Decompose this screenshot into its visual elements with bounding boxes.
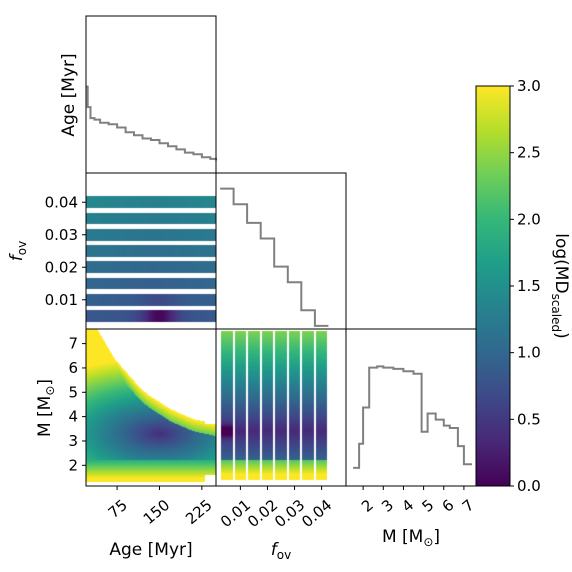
- mass-ytick-label: 6: [68, 359, 78, 377]
- age-marginal-line: [86, 85, 217, 161]
- mass-ytick-label: 3: [68, 432, 78, 450]
- age-xtick-label: 75: [105, 496, 131, 522]
- colorbar-tick-label: 1.0: [517, 344, 541, 362]
- colorbar-tick-label: 3.0: [517, 77, 541, 95]
- mass-ytick-label: 7: [68, 335, 78, 353]
- mass-marginal-line: [353, 365, 472, 469]
- mass-ytick-label: 5: [68, 383, 78, 401]
- mass-xtick-label: 4: [398, 496, 417, 516]
- mass-ytick-label: 4: [68, 408, 78, 426]
- panel-frame-1-1: [215, 172, 347, 330]
- mass-age-density: [86, 329, 216, 486]
- mass-xtick-label: 2: [358, 496, 377, 516]
- panel-frame-0-0: [85, 15, 217, 174]
- mass-xtick-label: 3: [378, 496, 397, 516]
- age-xtick-label: 225: [182, 496, 216, 528]
- mass-ylabel: M [M⊙]: [35, 379, 57, 437]
- age-xlabel: Age [Myr]: [109, 540, 192, 560]
- mass-fov-density: [216, 329, 346, 486]
- colorbar-tick-label: 2.0: [517, 210, 541, 228]
- mass-xtick-label: 7: [459, 496, 478, 516]
- fov-marginal-line: [220, 187, 329, 327]
- fov-ytick-label: 0.03: [45, 226, 78, 244]
- colorbar-tick-label: 0.0: [517, 477, 541, 495]
- mass-xtick-label: 5: [418, 496, 437, 516]
- fov-xtick-label: 0.04: [298, 496, 335, 531]
- mass-xlabel: M [M⊙]: [382, 527, 440, 549]
- fov-ytick-label: 0.02: [45, 258, 78, 276]
- colorbar: [475, 85, 511, 487]
- mass-ytick-label: 2: [68, 456, 78, 474]
- colorbar-label: log(MDscaled): [549, 233, 571, 339]
- age-xtick-label: 150: [140, 496, 174, 528]
- fov-ytick-label: 0.01: [45, 291, 78, 309]
- colorbar-tick-label: 0.5: [517, 410, 541, 428]
- age-ylabel: Age [Myr]: [59, 53, 79, 136]
- fov-xlabel: fov: [271, 540, 291, 562]
- fov-ytick-label: 0.04: [45, 193, 78, 211]
- fov-ylabel: fov: [7, 241, 29, 261]
- colorbar-tick-label: 2.5: [517, 144, 541, 162]
- mass-xtick-label: 6: [439, 496, 458, 516]
- colorbar-tick-label: 1.5: [517, 277, 541, 295]
- fov-age-density: [86, 173, 216, 329]
